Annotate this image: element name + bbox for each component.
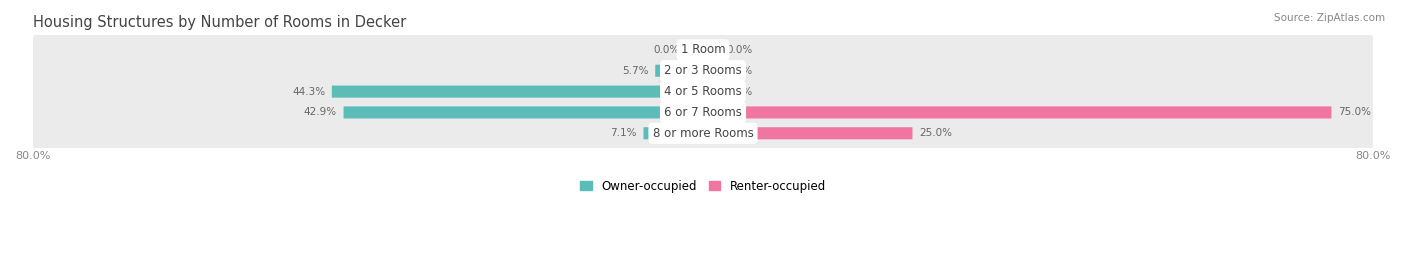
Text: 1 Room: 1 Room bbox=[681, 43, 725, 56]
FancyBboxPatch shape bbox=[703, 86, 720, 98]
FancyBboxPatch shape bbox=[32, 74, 1374, 109]
FancyBboxPatch shape bbox=[686, 44, 703, 56]
Text: 7.1%: 7.1% bbox=[610, 128, 637, 138]
Text: 5.7%: 5.7% bbox=[621, 66, 648, 76]
FancyBboxPatch shape bbox=[644, 127, 703, 139]
Text: 4 or 5 Rooms: 4 or 5 Rooms bbox=[664, 85, 742, 98]
FancyBboxPatch shape bbox=[32, 33, 1374, 68]
Legend: Owner-occupied, Renter-occupied: Owner-occupied, Renter-occupied bbox=[579, 180, 827, 193]
Text: 0.0%: 0.0% bbox=[727, 45, 752, 55]
Text: 0.0%: 0.0% bbox=[654, 45, 679, 55]
Text: 44.3%: 44.3% bbox=[292, 87, 325, 97]
Text: 0.0%: 0.0% bbox=[727, 87, 752, 97]
FancyBboxPatch shape bbox=[32, 53, 1374, 88]
Text: 0.0%: 0.0% bbox=[727, 66, 752, 76]
Text: 2 or 3 Rooms: 2 or 3 Rooms bbox=[664, 64, 742, 77]
Text: 42.9%: 42.9% bbox=[304, 107, 337, 118]
Text: 6 or 7 Rooms: 6 or 7 Rooms bbox=[664, 106, 742, 119]
FancyBboxPatch shape bbox=[703, 107, 1331, 118]
FancyBboxPatch shape bbox=[703, 44, 720, 56]
Text: 25.0%: 25.0% bbox=[920, 128, 952, 138]
Text: 75.0%: 75.0% bbox=[1339, 107, 1371, 118]
Text: 8 or more Rooms: 8 or more Rooms bbox=[652, 127, 754, 140]
FancyBboxPatch shape bbox=[32, 95, 1374, 130]
FancyBboxPatch shape bbox=[703, 65, 720, 77]
FancyBboxPatch shape bbox=[343, 107, 703, 118]
FancyBboxPatch shape bbox=[332, 86, 703, 98]
FancyBboxPatch shape bbox=[32, 116, 1374, 151]
Text: Housing Structures by Number of Rooms in Decker: Housing Structures by Number of Rooms in… bbox=[32, 15, 406, 30]
Text: Source: ZipAtlas.com: Source: ZipAtlas.com bbox=[1274, 13, 1385, 23]
FancyBboxPatch shape bbox=[703, 127, 912, 139]
FancyBboxPatch shape bbox=[655, 65, 703, 77]
